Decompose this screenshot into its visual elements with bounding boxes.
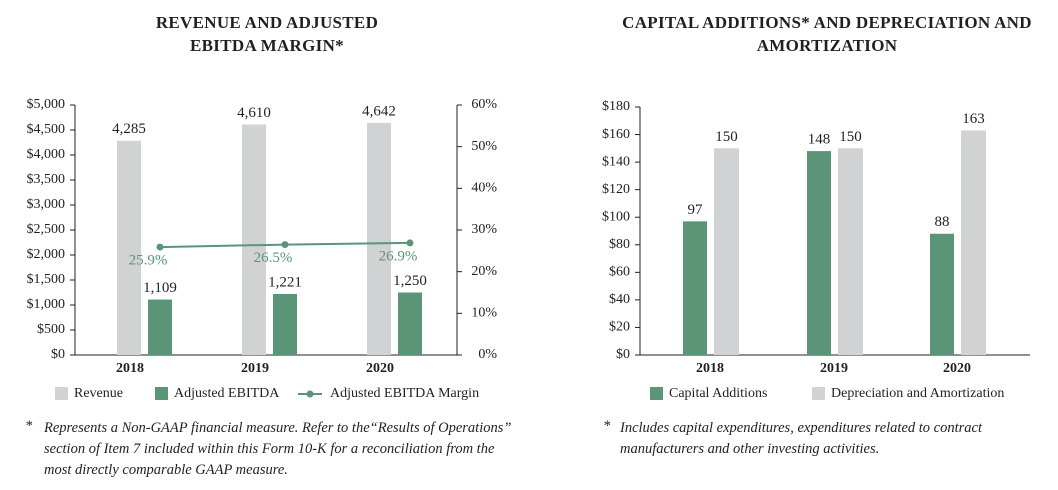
y-tick-label: $60 (609, 265, 630, 280)
y-tick-label: $3,500 (27, 172, 66, 187)
data-label: 148 (808, 132, 831, 148)
y-tick-label: $1,000 (27, 297, 66, 312)
bar (683, 221, 707, 355)
y-tick-label: $5,000 (27, 97, 66, 112)
y2-tick-label: 30% (471, 222, 497, 237)
y2-tick-label: 60% (471, 97, 497, 112)
data-label: 26.9% (379, 248, 418, 264)
bar (117, 140, 141, 355)
point (406, 239, 414, 247)
legend-point (306, 390, 314, 398)
y2-tick-label: 40% (471, 181, 497, 196)
x-tick-label: 2020 (366, 361, 394, 376)
legend-swatch (155, 387, 168, 400)
data-label: 1,109 (143, 280, 177, 296)
y-tick-label: $40 (609, 292, 630, 307)
bar (148, 299, 172, 355)
legend-label: Capital Additions (669, 386, 767, 401)
y-tick-label: $500 (37, 322, 65, 337)
y2-tick-label: 50% (471, 139, 497, 154)
x-tick-label: 2020 (943, 361, 971, 376)
y2-tick-label: 20% (471, 264, 497, 279)
y2-tick-label: 10% (471, 306, 497, 321)
data-label: 163 (962, 111, 985, 127)
bar (807, 151, 831, 355)
bar (398, 292, 422, 355)
y-tick-label: $0 (51, 347, 65, 362)
data-label: 150 (839, 129, 862, 145)
point (156, 243, 164, 251)
point (281, 241, 289, 249)
bar (930, 233, 954, 355)
chart-title: CAPITAL ADDITIONS* AND DEPRECIATION AND … (622, 13, 1032, 55)
note-marker: * (603, 418, 611, 434)
data-label: 4,610 (237, 105, 271, 121)
data-label: 4,642 (362, 103, 396, 119)
bar (367, 122, 391, 356)
legend-label: Adjusted EBITDA (174, 386, 280, 401)
data-label: 26.5% (254, 250, 293, 266)
bar (838, 148, 863, 355)
y-tick-label: $2,000 (27, 247, 66, 262)
data-label: 1,250 (393, 273, 427, 289)
bar (714, 148, 739, 355)
x-tick-label: 2019 (820, 361, 848, 376)
y-tick-label: $160 (602, 127, 630, 142)
y-tick-label: $100 (602, 209, 630, 224)
y-tick-label: $4,500 (27, 122, 66, 137)
data-label: 1,221 (268, 274, 302, 290)
y-tick-label: $180 (602, 99, 630, 114)
y-tick-label: $20 (609, 320, 630, 335)
y-tick-label: $3,000 (27, 197, 66, 212)
bar (242, 124, 266, 355)
y-tick-label: $4,000 (27, 147, 66, 162)
y-tick-label: $140 (602, 154, 630, 169)
footnote: Includes capital expenditures, expenditu… (620, 420, 982, 457)
chart-title: REVENUE AND ADJUSTED EBITDA MARGIN* (155, 13, 379, 55)
legend-swatch (812, 387, 825, 400)
legend-swatch (55, 387, 68, 400)
y-tick-label: $80 (609, 237, 630, 252)
legend-label: Depreciation and Amortization (831, 386, 1004, 401)
x-tick-label: 2019 (241, 361, 269, 376)
y-tick-label: $120 (602, 182, 630, 197)
data-label: 25.9% (129, 253, 168, 269)
bar (273, 293, 297, 355)
bar (961, 130, 986, 355)
x-tick-label: 2018 (696, 361, 724, 376)
legend-label: Revenue (74, 386, 123, 401)
y-tick-label: $2,500 (27, 222, 66, 237)
data-label: 97 (688, 202, 704, 218)
x-tick-label: 2018 (116, 361, 144, 376)
legend-label: Adjusted EBITDA Margin (330, 386, 479, 401)
note-marker: * (25, 418, 33, 434)
data-label: 88 (935, 214, 950, 230)
y2-tick-label: 0% (478, 347, 497, 362)
charts: $0 $500 $1,000 $1,500 $2,000 $2,500 $3,000 $3,5… (27, 97, 1030, 401)
footnote: Represents a Non-GAAP financial measure.… (44, 420, 512, 478)
y-tick-label: $0 (616, 347, 630, 362)
data-label: 150 (715, 129, 738, 145)
legend-swatch (650, 387, 663, 400)
data-label: 4,285 (112, 121, 146, 137)
y-tick-label: $1,500 (27, 272, 66, 287)
